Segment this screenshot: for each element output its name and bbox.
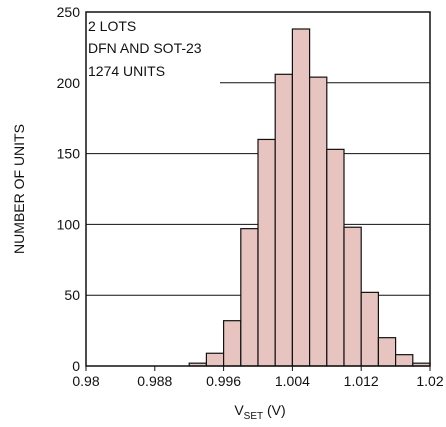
axis-ticks: 0.98 0.988 0.996 1.004 1.012 1.02 0 50 100 150 200… bbox=[57, 4, 444, 389]
histogram-bar-7 bbox=[309, 76, 328, 367]
x-axis-label-unit: (V) bbox=[263, 402, 286, 418]
histogram-bar-1 bbox=[205, 352, 225, 367]
histogram-bar-6 bbox=[291, 28, 311, 367]
x-axis-label: VSET (V) bbox=[234, 402, 285, 422]
histogram-bar-3 bbox=[240, 228, 259, 367]
x-tick-label-3: 1.004 bbox=[275, 373, 310, 389]
y-tick-label-4: 200 bbox=[57, 75, 81, 91]
annotation-line-3: 1274 UNITS bbox=[88, 63, 165, 79]
annotation-block: 2 LOTS DFN AND SOT-23 1274 UNITS bbox=[88, 18, 202, 79]
histogram-bar-9 bbox=[343, 226, 362, 367]
y-tick-label-3: 150 bbox=[57, 146, 81, 162]
plot-frame bbox=[85, 11, 431, 367]
histogram-bar-2 bbox=[223, 320, 242, 367]
y-tick-label-1: 50 bbox=[64, 287, 80, 303]
x-tick-label-4: 1.012 bbox=[344, 373, 379, 389]
x-tick-label-1: 0.988 bbox=[137, 373, 172, 389]
histogram-bars bbox=[188, 28, 431, 367]
histogram-bar-4 bbox=[257, 138, 276, 367]
x-axis-label-subscript: SET bbox=[244, 411, 263, 422]
y-axis-label: NUMBER OF UNITS bbox=[11, 124, 27, 254]
x-tick-label-0: 0.98 bbox=[72, 373, 99, 389]
y-tick-label-2: 100 bbox=[57, 216, 81, 232]
histogram-bar-11 bbox=[377, 337, 397, 367]
annotation-line-1: 2 LOTS bbox=[88, 18, 136, 34]
histogram-bar-8 bbox=[326, 148, 345, 367]
y-tick-label-5: 250 bbox=[57, 4, 81, 20]
x-tick-label-2: 0.996 bbox=[206, 373, 241, 389]
histogram-bar-10 bbox=[360, 291, 380, 367]
y-tick-label-0: 0 bbox=[72, 358, 80, 374]
x-axis-label-main: V bbox=[234, 402, 244, 418]
annotation-line-2: DFN AND SOT-23 bbox=[88, 40, 202, 56]
histogram-bar-5 bbox=[274, 73, 294, 367]
histogram-bar-12 bbox=[395, 354, 414, 367]
x-tick-label-5: 1.02 bbox=[416, 373, 443, 389]
